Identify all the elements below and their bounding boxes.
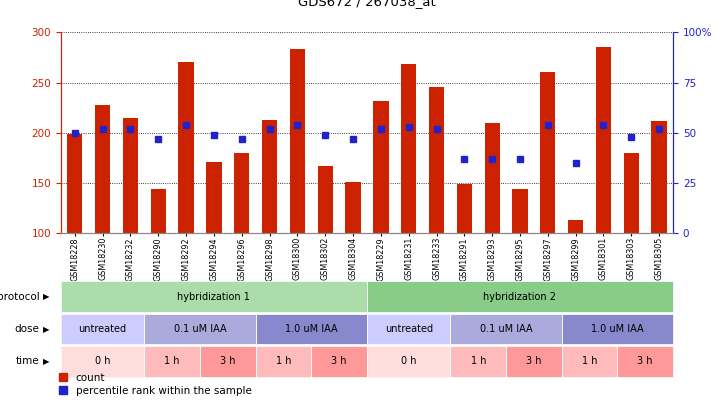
Text: 3 h: 3 h xyxy=(332,356,347,367)
Bar xyxy=(95,104,110,233)
Bar xyxy=(262,119,277,233)
Bar xyxy=(67,134,82,233)
Text: 1 h: 1 h xyxy=(470,356,486,367)
Text: hybridization 2: hybridization 2 xyxy=(483,292,556,302)
Bar xyxy=(206,162,221,233)
Text: 1 h: 1 h xyxy=(165,356,180,367)
Text: untreated: untreated xyxy=(384,324,432,334)
Bar xyxy=(624,153,639,233)
Text: time: time xyxy=(16,356,39,367)
Bar xyxy=(596,47,611,233)
Text: ▶: ▶ xyxy=(43,324,49,334)
Bar xyxy=(150,189,166,233)
Bar xyxy=(401,64,416,233)
Text: 3 h: 3 h xyxy=(526,356,542,367)
Bar xyxy=(178,62,194,233)
Text: dose: dose xyxy=(14,324,39,334)
Text: 1 h: 1 h xyxy=(582,356,597,367)
Text: hybridization 1: hybridization 1 xyxy=(178,292,251,302)
Bar xyxy=(429,87,444,233)
Bar xyxy=(234,153,249,233)
Text: 0 h: 0 h xyxy=(401,356,417,367)
Bar xyxy=(513,189,528,233)
Text: 0 h: 0 h xyxy=(95,356,110,367)
Bar xyxy=(652,121,667,233)
Text: 3 h: 3 h xyxy=(220,356,236,367)
Text: 1.0 uM IAA: 1.0 uM IAA xyxy=(285,324,338,334)
Text: 1 h: 1 h xyxy=(276,356,291,367)
Bar xyxy=(457,184,472,233)
Bar xyxy=(318,166,333,233)
Text: ▶: ▶ xyxy=(43,357,49,366)
Bar xyxy=(540,72,556,233)
Text: 3 h: 3 h xyxy=(637,356,653,367)
Bar xyxy=(345,182,361,233)
Bar xyxy=(373,100,389,233)
Legend: count, percentile rank within the sample: count, percentile rank within the sample xyxy=(59,373,251,396)
Text: GDS672 / 267038_at: GDS672 / 267038_at xyxy=(298,0,436,8)
Text: ▶: ▶ xyxy=(43,292,49,301)
Bar xyxy=(122,117,138,233)
Text: 0.1 uM IAA: 0.1 uM IAA xyxy=(480,324,533,334)
Text: untreated: untreated xyxy=(79,324,127,334)
Text: 1.0 uM IAA: 1.0 uM IAA xyxy=(591,324,644,334)
Bar xyxy=(290,49,305,233)
Text: protocol: protocol xyxy=(0,292,39,302)
Bar xyxy=(485,123,500,233)
Bar xyxy=(568,220,584,233)
Text: 0.1 uM IAA: 0.1 uM IAA xyxy=(174,324,226,334)
